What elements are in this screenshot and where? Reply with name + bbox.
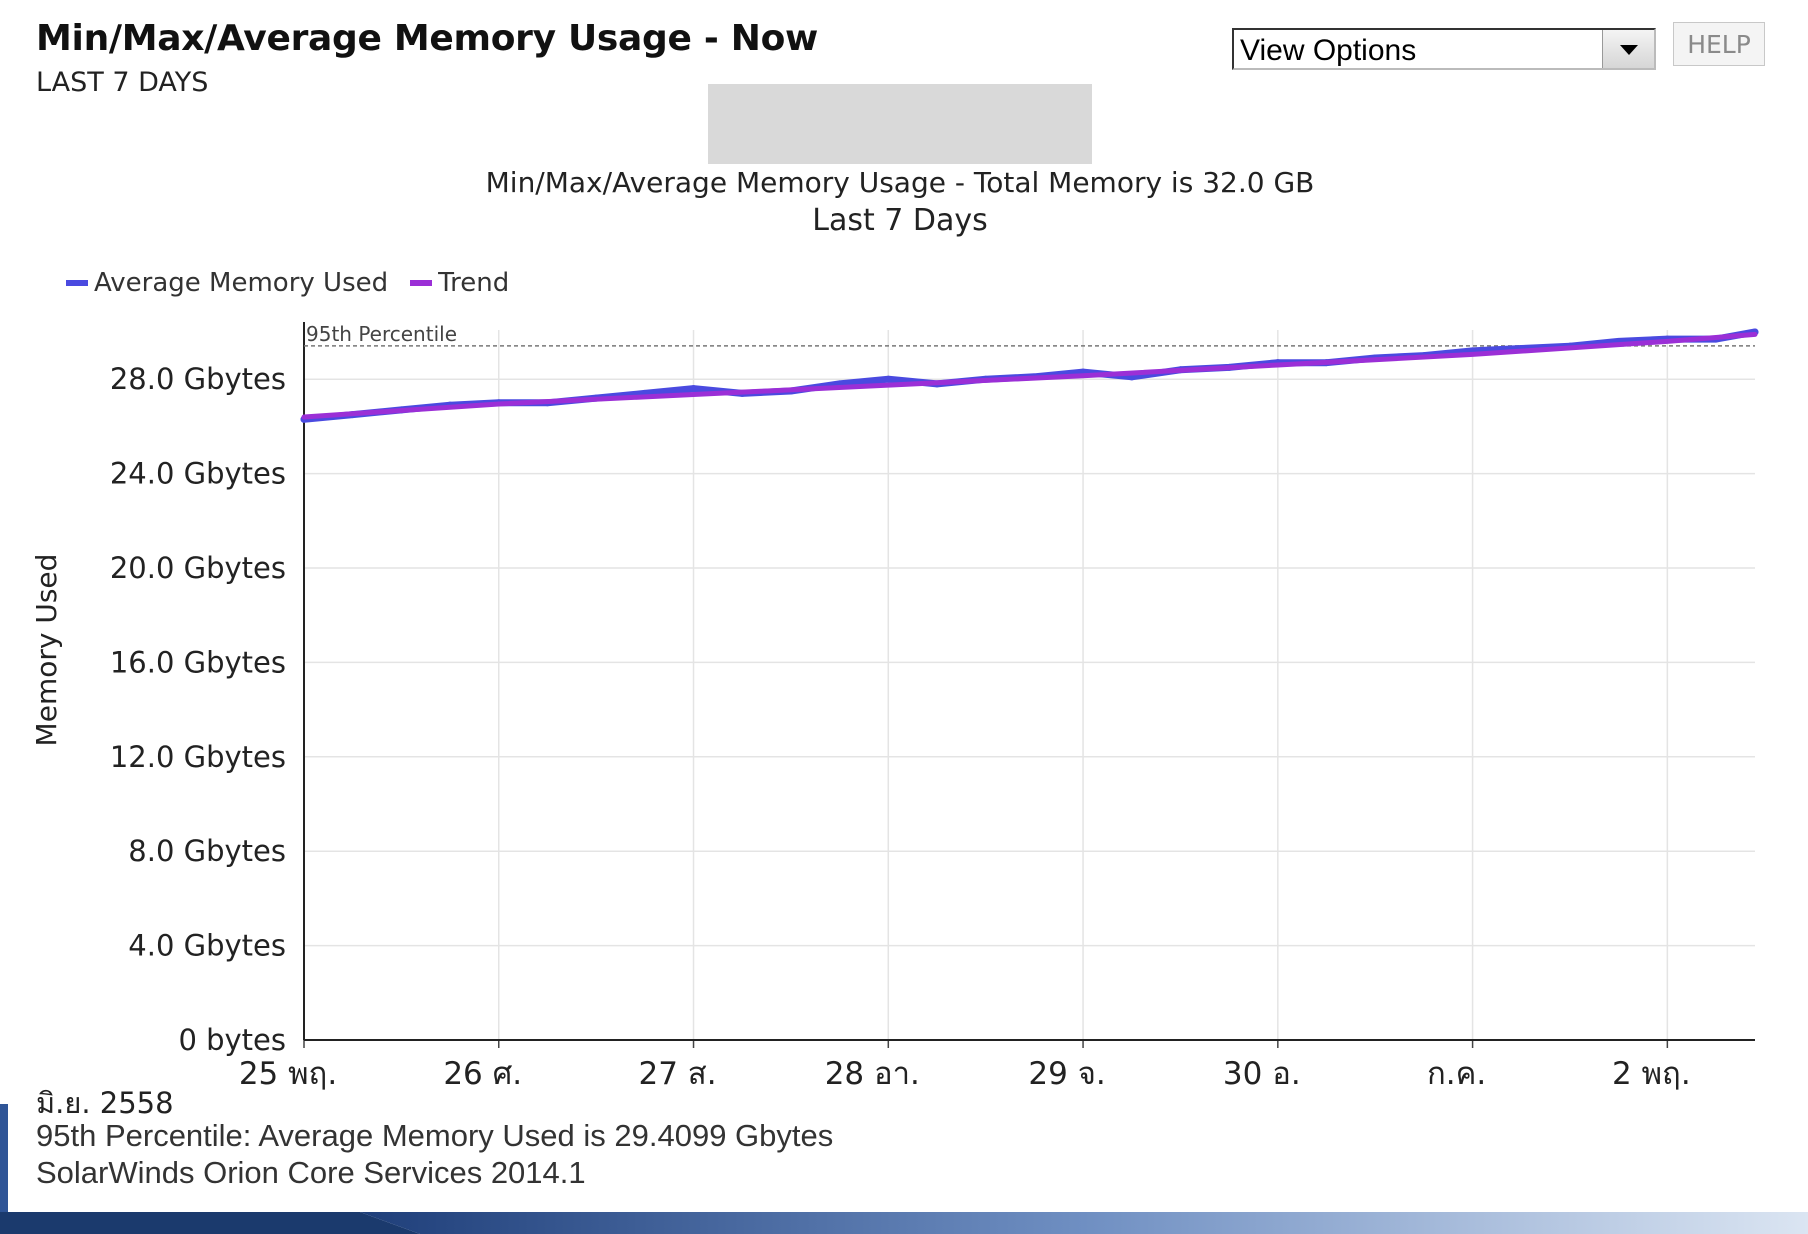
x-tick-label-4: 29 จ. <box>1028 1056 1105 1092</box>
legend-swatch-trend <box>410 280 433 286</box>
help-button[interactable]: HELP <box>1673 22 1765 66</box>
legend-label-average: Average Memory Used <box>94 268 389 298</box>
series-line-0 <box>300 328 1759 423</box>
y-tick-label-4: 16.0 Gbytes <box>110 645 286 679</box>
series-layer <box>300 328 1759 423</box>
y-tick-label-1: 4.0 Gbytes <box>128 929 286 963</box>
x-axis-month-label: มิ.ย. 2558 <box>36 1086 174 1120</box>
x-tick-label-7: 2 พฤ. <box>1612 1056 1691 1092</box>
x-tick-label-2: 27 ส. <box>638 1056 716 1092</box>
x-tick-label-1: 26 ศ. <box>443 1056 522 1092</box>
percentile-label-0: 95th Percentile <box>306 322 457 346</box>
y-tick-label-3: 12.0 Gbytes <box>110 740 286 774</box>
chart-legend: Average Memory Used Trend <box>66 268 531 298</box>
view-options-dropdown[interactable]: View Options <box>1232 28 1656 70</box>
redacted-block <box>708 84 1092 164</box>
series-line-1 <box>301 331 1758 420</box>
x-tick-label-5: 30 อ. <box>1223 1056 1301 1092</box>
resource-title: Min/Max/Average Memory Usage - Now <box>36 18 818 59</box>
x-tick-label-6: ก.ค. <box>1427 1056 1486 1092</box>
axis-layer <box>303 322 1755 1048</box>
resource-header: Min/Max/Average Memory Usage - Now LAST … <box>36 18 818 98</box>
legend-swatch-average <box>66 280 88 286</box>
series-point-0-12 <box>884 375 892 383</box>
source-credit: SolarWinds Orion Core Services 2014.1 <box>36 1155 586 1190</box>
chart-title: Min/Max/Average Memory Usage - Total Mem… <box>485 166 1315 199</box>
y-tick-label-5: 20.0 Gbytes <box>110 551 286 585</box>
x-tick-label-3: 28 อา. <box>825 1056 920 1092</box>
legend-label-trend: Trend <box>438 268 510 298</box>
tick-label-layer: 0 bytes 4.0 Gbytes 8.0 Gbytes 12.0 Gbytes 16… <box>110 362 1691 1092</box>
y-tick-label-7: 28.0 Gbytes <box>110 362 286 396</box>
grid-layer <box>304 330 1755 1040</box>
reference-layer: 95th Percentile <box>304 322 1755 347</box>
chevron-down-icon <box>1620 45 1638 55</box>
y-tick-label-0: 0 bytes <box>178 1023 286 1057</box>
percentile-summary: 95th Percentile: Average Memory Used is … <box>36 1118 834 1153</box>
y-tick-label-2: 8.0 Gbytes <box>128 834 286 868</box>
dropdown-button[interactable] <box>1602 30 1654 68</box>
y-tick-label-6: 24.0 Gbytes <box>110 457 286 491</box>
resource-subtitle: LAST 7 DAYS <box>36 67 209 98</box>
x-tick-label-0: 25 พฤ. <box>239 1056 337 1092</box>
legend-item-trend: Trend <box>410 268 509 298</box>
series-point-0-8 <box>690 385 698 393</box>
view-options-label: View Options <box>1240 34 1417 67</box>
chart-subtitle: Last 7 Days <box>812 203 988 238</box>
legend-item-average: Average Memory Used <box>66 268 388 298</box>
